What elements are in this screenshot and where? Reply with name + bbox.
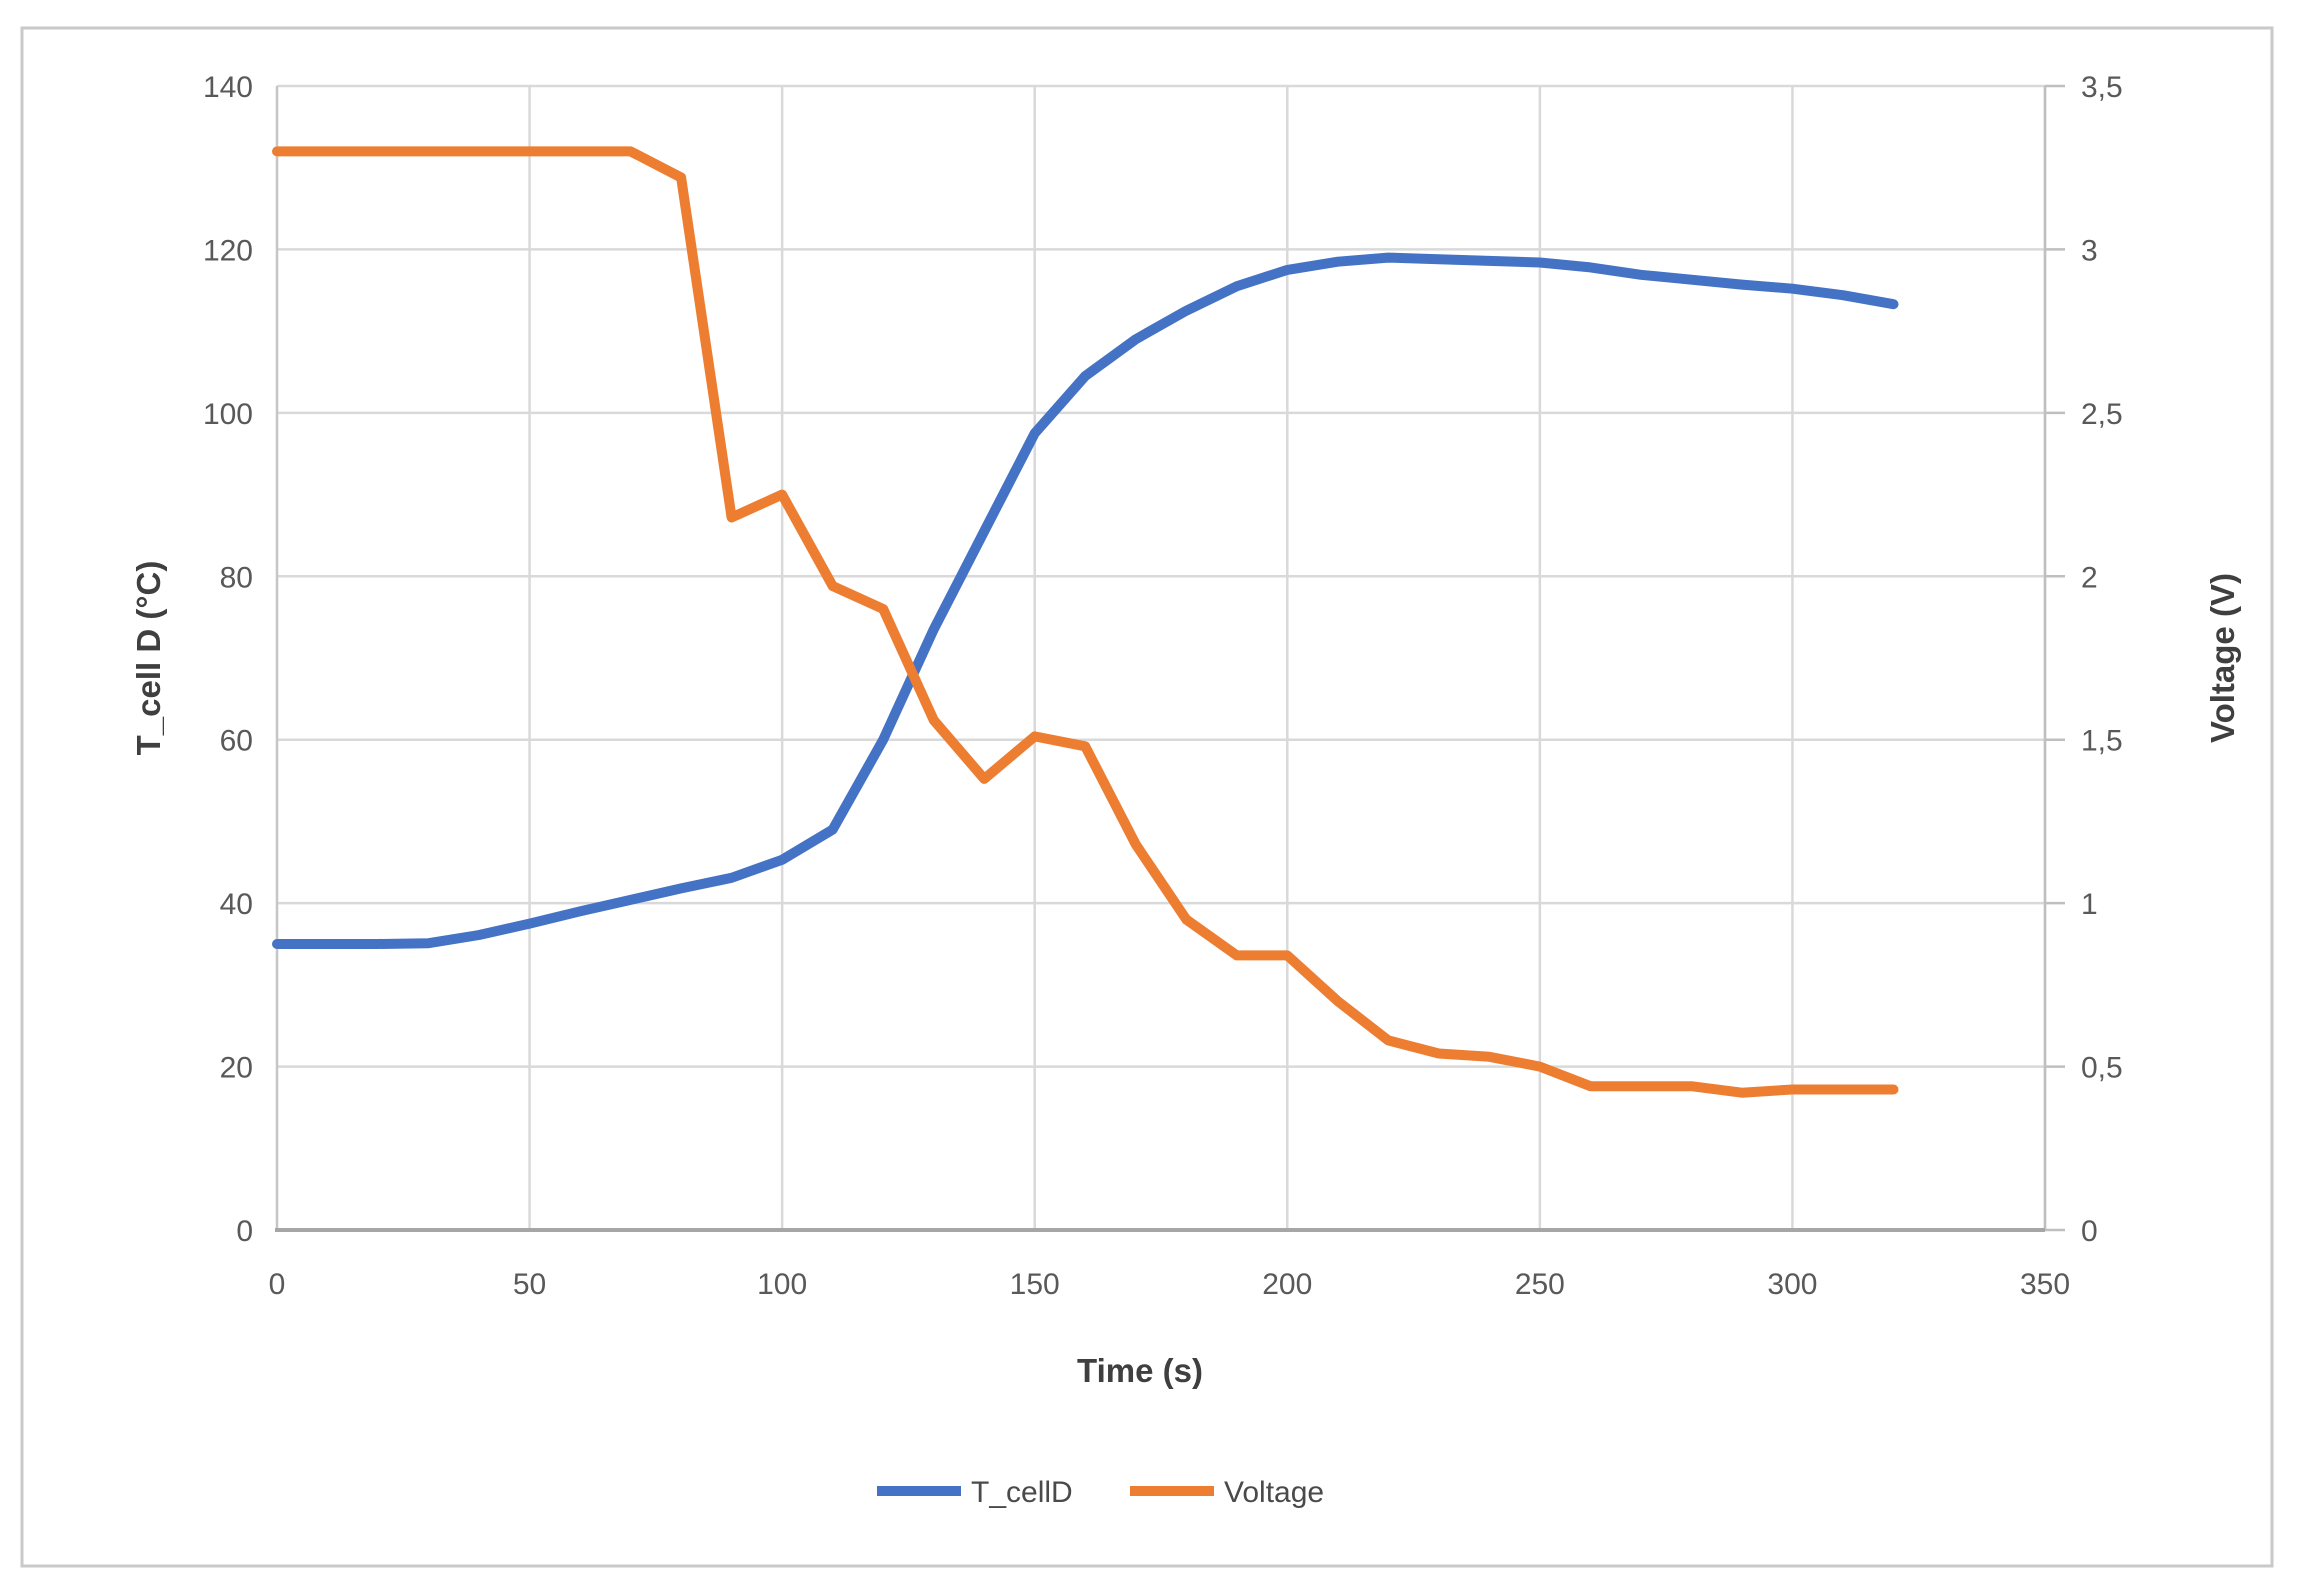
right-axis-tick-label: 1 — [2081, 888, 2098, 921]
right-axis-tick-label: 1,5 — [2081, 725, 2123, 758]
left-y-axis-title: T_cell D (°C) — [130, 561, 167, 756]
data-series — [272, 146, 1899, 1098]
gridlines — [277, 84, 2047, 1230]
x-axis-tick-label: 100 — [757, 1268, 807, 1301]
right-axis-tick-label: 3,5 — [2081, 71, 2123, 104]
left-axis-tick-label: 120 — [203, 234, 253, 267]
legend-label-t_celld: T_cellD — [971, 1476, 1073, 1509]
left-axis-tick-label: 80 — [220, 561, 253, 594]
x-axis-tick-label: 250 — [1515, 1268, 1565, 1301]
x-axis-tick-label: 0 — [269, 1268, 286, 1301]
right-axis-tick-label: 0,5 — [2081, 1052, 2123, 1085]
right-axis-tick-label: 2,5 — [2081, 398, 2123, 431]
x-axis-tick-label: 50 — [513, 1268, 546, 1301]
x-axis-tick-label: 150 — [1010, 1268, 1060, 1301]
series-line-t_celld — [272, 252, 1899, 949]
left-axis-tick-label: 0 — [236, 1215, 253, 1248]
left-axis-tick-label: 40 — [220, 888, 253, 921]
legend-label-voltage: Voltage — [1224, 1476, 1324, 1509]
x-axis-tick-label: 200 — [1262, 1268, 1312, 1301]
tick-labels: 0 20 40 60 80 100 120 140 0 0,5 1 1,5 2 2,5 3 3,5 0 50 100… — [203, 71, 2123, 1301]
left-axis-tick-label: 100 — [203, 398, 253, 431]
right-axis-tick-label: 3 — [2081, 234, 2098, 267]
x-axis-tick-label: 300 — [1767, 1268, 1817, 1301]
right-axis-tick-label: 0 — [2081, 1215, 2098, 1248]
image-frame-border — [20, 26, 2274, 1568]
legend: T_cellD Voltage — [877, 1476, 1324, 1509]
left-axis-tick-label: 140 — [203, 71, 253, 104]
axes — [275, 84, 2065, 1232]
series-line-voltage — [272, 146, 1899, 1098]
right-axis-tick-label: 2 — [2081, 561, 2098, 594]
left-axis-tick-label: 60 — [220, 725, 253, 758]
x-axis-tick-label: 350 — [2020, 1268, 2070, 1301]
right-y-axis-title: Voltage (V) — [2204, 573, 2241, 743]
left-axis-tick-label: 20 — [220, 1052, 253, 1085]
x-axis-title: Time (s) — [1077, 1352, 1203, 1389]
